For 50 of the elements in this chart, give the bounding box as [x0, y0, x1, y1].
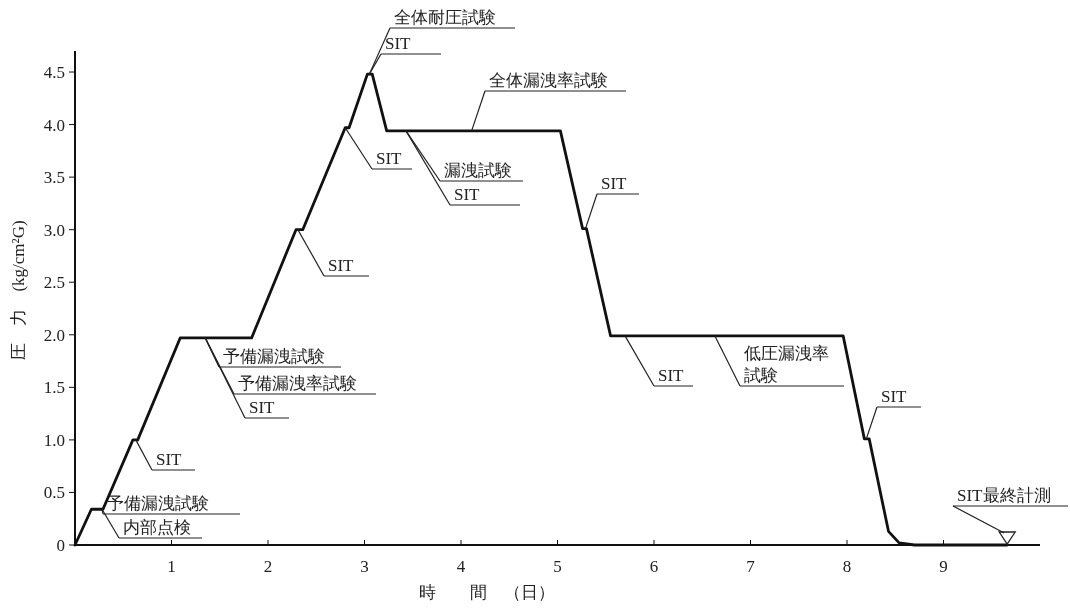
y-axis-title: 圧 力 (kg/cm²G)	[9, 220, 28, 360]
annotation: SIT	[624, 335, 694, 387]
annotation: 漏洩試験	[405, 130, 524, 182]
annotation: SIT最終計測	[952, 486, 1069, 546]
y-tick-label: 4.5	[43, 63, 65, 83]
annotation: SIT	[368, 34, 442, 75]
annotation: 予備漏洩試験	[223, 347, 325, 366]
y-tick-label: 0	[56, 536, 65, 555]
annotation: SIT	[328, 256, 355, 275]
y-tick-label: 3.5	[43, 168, 65, 188]
y-tick-label: 4.0	[43, 115, 65, 135]
x-tick-label: 4	[456, 557, 466, 576]
x-tick-label: 2	[263, 557, 273, 576]
annotation: SIT	[658, 366, 685, 385]
annotation: 予備漏洩率試験	[238, 374, 357, 393]
x-tick-label: 3	[360, 557, 369, 576]
y-tick-label: 1.5	[43, 378, 65, 398]
annotation: SIT	[584, 174, 640, 230]
annotation: SIT	[344, 127, 413, 170]
annotation: SIT	[881, 387, 908, 406]
annotation: SIT	[156, 450, 183, 469]
annotation: SIT	[135, 439, 196, 471]
y-tick-label: 3.0	[43, 220, 65, 240]
x-tick-label: 1	[167, 557, 176, 576]
annotation: 全体耐圧試験	[394, 8, 496, 27]
annotation: 低圧漏洩率試験	[714, 335, 845, 387]
annotation: 漏洩試験	[444, 161, 512, 180]
annotation: 内部点検	[123, 518, 191, 537]
y-tick-label: 1.0	[43, 430, 65, 450]
annotation: 予備漏洩試験	[204, 337, 342, 368]
annotation: SIT	[865, 387, 922, 440]
x-tick-label: 6	[649, 557, 659, 576]
annotation: SIT最終計測	[957, 486, 1051, 505]
x-axis-title: 時 間 （日）	[419, 583, 555, 602]
annotation: 全体漏洩率試験	[489, 71, 608, 90]
annotation: 全体漏洩率試験	[471, 71, 627, 132]
x-tick-label: 8	[842, 557, 852, 576]
annotation: SIT	[601, 174, 628, 193]
y-tick-label: 2.0	[43, 325, 65, 345]
y-tick-label: 2.5	[43, 273, 65, 293]
x-tick-label: 7	[746, 557, 756, 576]
annotation: SIT	[249, 398, 276, 417]
annotation: 低圧漏洩率試験	[744, 344, 829, 385]
annotation: SIT	[376, 149, 403, 168]
annotation: SIT	[454, 185, 481, 204]
annotation: SIT	[385, 34, 412, 53]
x-tick-label: 9	[939, 557, 948, 576]
y-tick-label: 0.5	[43, 483, 65, 503]
x-tick-label: 5	[553, 557, 562, 576]
annotation: SIT	[297, 229, 370, 277]
